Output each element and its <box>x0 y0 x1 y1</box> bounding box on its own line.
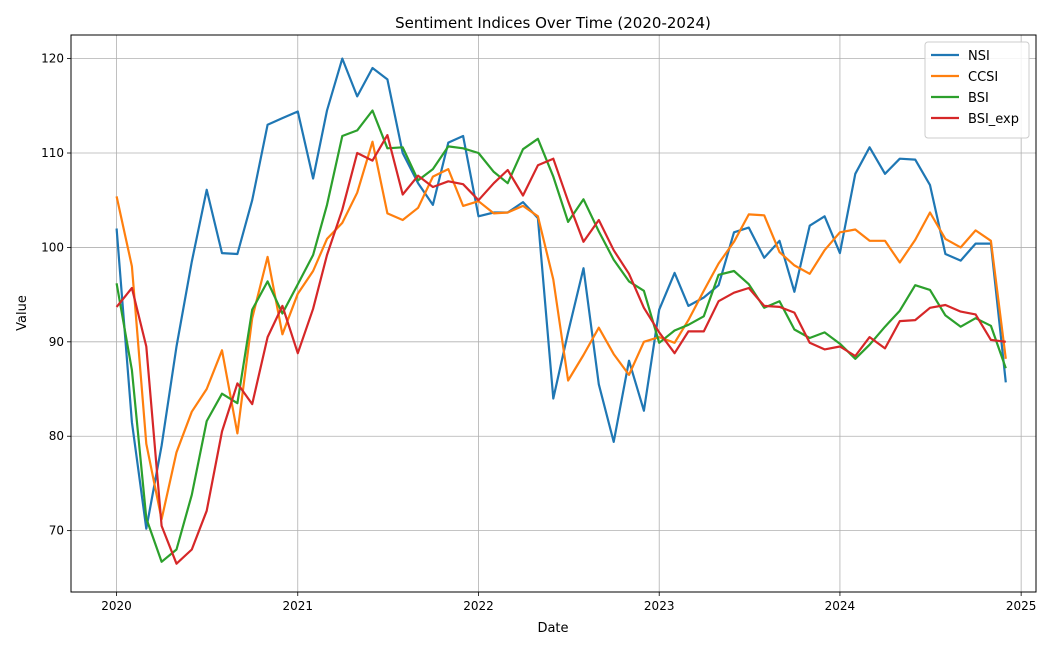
series-lines <box>115 57 1007 565</box>
x-tick-label: 2020 <box>101 599 132 613</box>
legend-label: CCSI <box>968 70 998 85</box>
x-tick-label: 2022 <box>463 599 494 613</box>
y-tick-label: 80 <box>49 429 64 443</box>
y-tick-label: 120 <box>41 52 64 66</box>
plot-frame <box>70 34 1037 593</box>
series-line-nsi <box>115 57 1007 530</box>
series-line-bsi_exp <box>115 134 1006 565</box>
series-line-bsi <box>115 109 1007 563</box>
x-tick-label: 2023 <box>644 599 675 613</box>
y-tick-label: 100 <box>41 240 64 254</box>
series-line-ccsi <box>115 140 1007 521</box>
x-axis: 2020 2021 2022 2023 2024 2025 <box>101 592 1036 613</box>
y-tick-label: 110 <box>41 146 64 160</box>
x-tick-label: 2024 <box>825 599 856 613</box>
x-tick-label: 2025 <box>1006 599 1037 613</box>
legend-label: BSI <box>968 91 989 106</box>
grid <box>71 35 1036 592</box>
x-axis-label: Date <box>537 621 568 636</box>
legend: NSI CCSI BSI BSI_exp <box>924 41 1030 139</box>
y-axis: 70 80 90 100 110 120 <box>41 52 71 538</box>
chart-title: Sentiment Indices Over Time (2020-2024) <box>395 14 711 32</box>
x-tick-label: 2021 <box>282 599 313 613</box>
y-tick-label: 70 <box>49 524 64 538</box>
legend-label: BSI_exp <box>968 112 1019 127</box>
y-axis-label: Value <box>15 295 30 331</box>
legend-frame <box>924 41 1030 139</box>
y-tick-label: 90 <box>49 335 64 349</box>
legend-label: NSI <box>968 49 990 64</box>
